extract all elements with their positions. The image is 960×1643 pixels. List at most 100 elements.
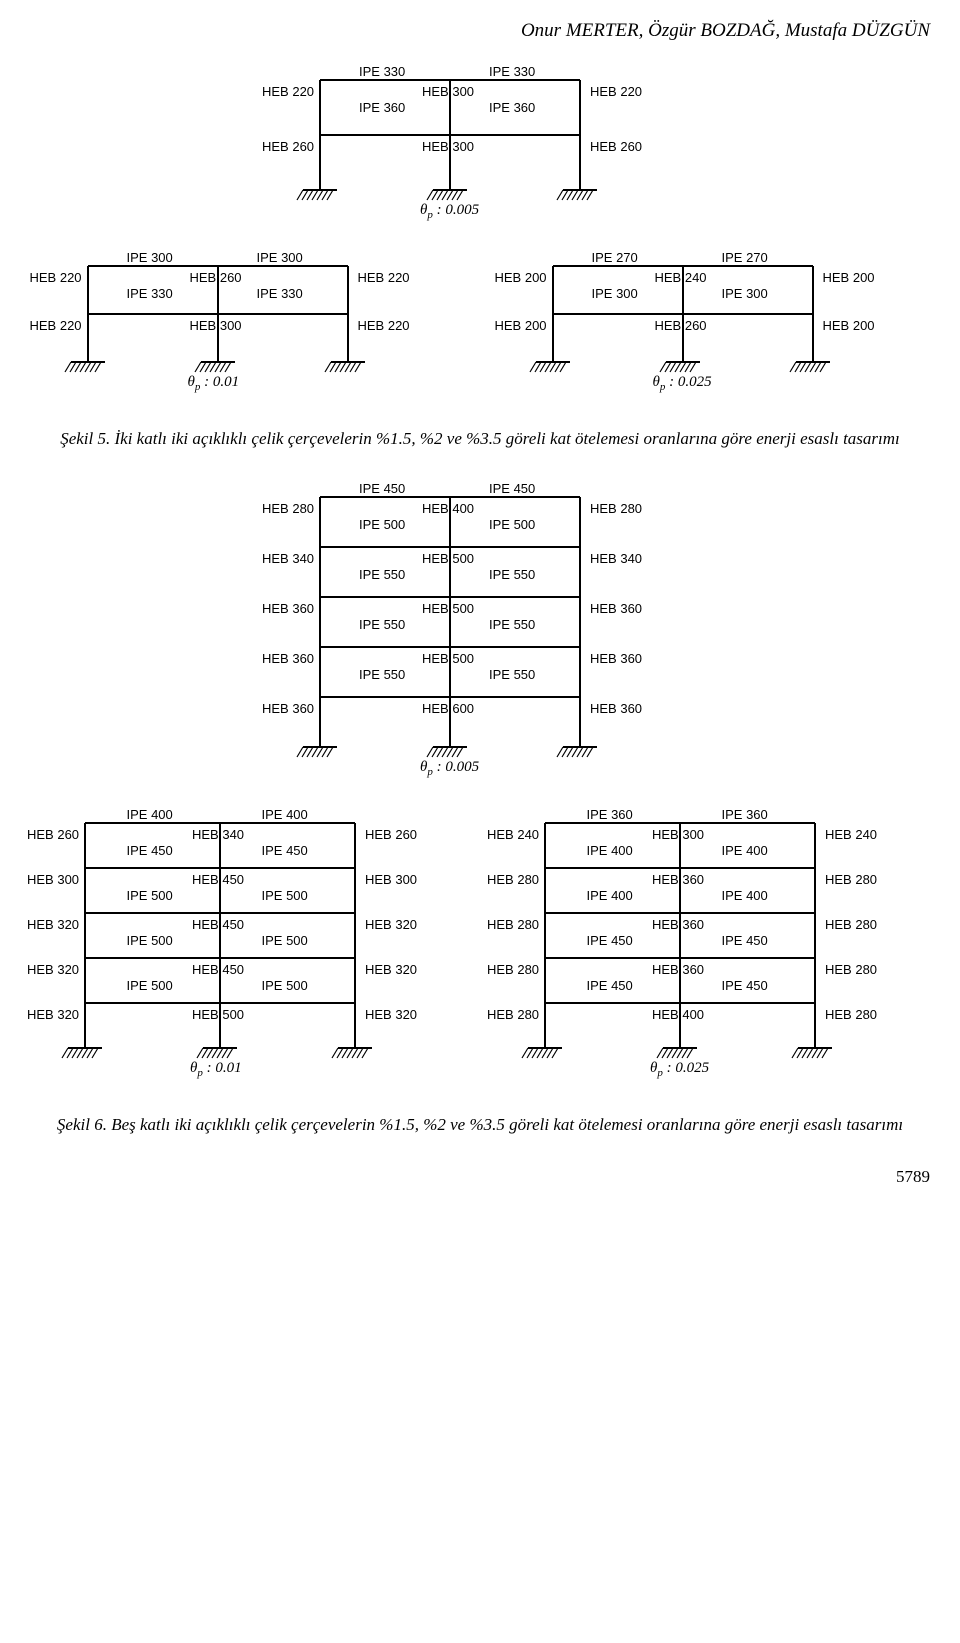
beam-label: IPE 450 [262,843,308,858]
fig6-row: IPE 400 IPE 400 IPE 450 IPE 450 IPE 500 IPE 5… [30,805,930,1106]
beam-label: IPE 360 [489,100,535,115]
column-label: HEB 500 [422,651,474,666]
column-label: HEB 260 [190,270,242,285]
column-label: HEB 220 [30,270,82,285]
column-label: HEB 220 [262,84,314,99]
column-label: HEB 200 [823,270,875,285]
column-label: HEB 360 [652,872,704,887]
theta-label: θp : 0.005 [420,202,479,221]
column-label: HEB 340 [590,551,642,566]
beam-label: IPE 550 [359,617,405,632]
beam-label: IPE 550 [359,667,405,682]
column-label: HEB 320 [365,1007,417,1022]
beam-label: IPE 300 [722,286,768,301]
column-label: HEB 200 [823,318,875,333]
page-header: Onur MERTER, Özgür BOZDAĞ, Mustafa DÜZGÜ… [30,20,930,42]
column-label: HEB 360 [590,651,642,666]
beam-label: IPE 360 [722,807,768,822]
beam-label: IPE 270 [592,250,638,265]
beam-label: IPE 300 [127,250,173,265]
column-label: HEB 400 [652,1007,704,1022]
theta-label: θp : 0.025 [653,374,712,393]
column-label: HEB 300 [422,84,474,99]
column-label: HEB 240 [655,270,707,285]
column-label: HEB 240 [487,827,539,842]
beam-label: IPE 400 [587,843,633,858]
column-label: HEB 280 [487,962,539,977]
theta-label: θp : 0.01 [190,1060,242,1079]
beam-label: IPE 400 [722,843,768,858]
column-label: HEB 360 [262,651,314,666]
beam-label: IPE 330 [489,64,535,79]
beam-label: IPE 500 [262,933,308,948]
beam-label: IPE 550 [489,667,535,682]
beam-label: IPE 330 [127,286,173,301]
column-label: HEB 300 [365,872,417,887]
fig5-frame-a: IPE 330IPE 330IPE 360IPE 360HEB 220HEB 3… [270,62,690,238]
column-label: HEB 280 [825,917,877,932]
column-label: HEB 260 [262,139,314,154]
beam-label: IPE 450 [587,978,633,993]
column-label: HEB 450 [192,872,244,887]
column-label: HEB 260 [365,827,417,842]
column-label: HEB 450 [192,917,244,932]
column-label: HEB 360 [590,701,642,716]
beam-label: IPE 450 [722,978,768,993]
column-label: HEB 450 [192,962,244,977]
beam-label: IPE 400 [587,888,633,903]
column-label: HEB 200 [495,270,547,285]
beam-label: IPE 500 [359,517,405,532]
column-label: HEB 500 [422,601,474,616]
beam-label: IPE 550 [489,567,535,582]
column-label: HEB 360 [262,701,314,716]
column-label: HEB 280 [590,501,642,516]
beam-label: IPE 450 [489,481,535,496]
column-label: HEB 260 [655,318,707,333]
beam-label: IPE 500 [489,517,535,532]
column-label: HEB 320 [27,962,79,977]
beam-label: IPE 400 [722,888,768,903]
column-label: HEB 220 [590,84,642,99]
column-label: HEB 400 [422,501,474,516]
theta-label: θp : 0.005 [420,759,479,778]
column-label: HEB 280 [825,962,877,977]
column-label: HEB 240 [825,827,877,842]
beam-label: IPE 500 [262,888,308,903]
column-label: HEB 360 [652,962,704,977]
column-label: HEB 320 [365,962,417,977]
beam-label: IPE 450 [127,843,173,858]
fig6-frame-b: IPE 400IPE 400IPE 450IPE 450IPE 500IPE 5… [35,805,465,1096]
beam-label: IPE 400 [262,807,308,822]
fig6-frame-c: IPE 360 IPE 360 IPE 400 IPE 400 IPE 400 IPE 4… [495,805,925,1096]
beam-label: IPE 360 [359,100,405,115]
theta-label: θp : 0.01 [188,374,240,393]
column-label: HEB 600 [422,701,474,716]
column-label: HEB 280 [487,1007,539,1022]
column-label: HEB 260 [27,827,79,842]
beam-label: IPE 360 [587,807,633,822]
column-label: HEB 280 [487,917,539,932]
beam-label: IPE 330 [257,286,303,301]
beam-label: IPE 300 [592,286,638,301]
beam-label: IPE 500 [127,978,173,993]
column-label: HEB 320 [27,917,79,932]
beam-label: IPE 270 [722,250,768,265]
column-label: HEB 300 [422,139,474,154]
column-label: HEB 340 [262,551,314,566]
theta-label: θp : 0.025 [650,1060,709,1079]
column-label: HEB 360 [262,601,314,616]
column-label: HEB 300 [27,872,79,887]
column-label: HEB 500 [192,1007,244,1022]
beam-label: IPE 450 [359,481,405,496]
fig5-row: IPE 300 IPE 300 IPE 330 IPE 330 HEB 220 HEB 2… [30,248,930,420]
column-label: HEB 360 [652,917,704,932]
column-label: HEB 280 [825,1007,877,1022]
column-label: HEB 220 [358,270,410,285]
beam-label: IPE 500 [127,888,173,903]
beam-label: IPE 500 [262,978,308,993]
caption-6: Şekil 6. Beş katlı iki açıklıklı çelik ç… [30,1114,930,1137]
column-label: HEB 200 [495,318,547,333]
column-label: HEB 500 [422,551,474,566]
column-label: HEB 280 [825,872,877,887]
beam-label: IPE 550 [359,567,405,582]
